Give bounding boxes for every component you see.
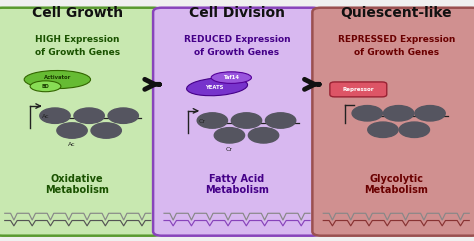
Text: YEATS: YEATS <box>206 86 224 90</box>
Ellipse shape <box>187 78 247 96</box>
Circle shape <box>248 128 279 143</box>
Text: Taf14: Taf14 <box>223 75 239 80</box>
FancyBboxPatch shape <box>330 82 387 97</box>
Circle shape <box>352 106 383 121</box>
Circle shape <box>265 113 296 128</box>
Text: of Growth Genes: of Growth Genes <box>194 48 280 57</box>
Circle shape <box>197 113 228 128</box>
FancyBboxPatch shape <box>312 8 474 236</box>
Text: Quiescent-like: Quiescent-like <box>340 6 452 20</box>
FancyBboxPatch shape <box>153 8 321 236</box>
Text: Activator: Activator <box>44 75 71 80</box>
Circle shape <box>383 106 414 121</box>
Text: Repressor: Repressor <box>343 87 374 92</box>
Circle shape <box>40 108 70 123</box>
Text: Glycolytic
Metabolism: Glycolytic Metabolism <box>365 174 428 195</box>
Circle shape <box>415 106 445 121</box>
Ellipse shape <box>24 70 91 88</box>
Text: Cr: Cr <box>226 147 233 152</box>
Text: REDUCED Expression: REDUCED Expression <box>184 35 290 44</box>
Text: REPRESSED Expression: REPRESSED Expression <box>337 35 455 44</box>
Circle shape <box>368 122 398 137</box>
Circle shape <box>91 123 121 138</box>
FancyBboxPatch shape <box>0 8 162 236</box>
Text: HIGH Expression: HIGH Expression <box>35 35 119 44</box>
Circle shape <box>74 108 104 123</box>
Circle shape <box>231 113 262 128</box>
Text: Cr: Cr <box>198 119 205 124</box>
Circle shape <box>399 122 429 137</box>
Text: Cell Growth: Cell Growth <box>32 6 123 20</box>
Text: of Growth Genes: of Growth Genes <box>35 48 120 57</box>
Circle shape <box>57 123 87 138</box>
Text: BD: BD <box>42 84 49 89</box>
Text: Ac: Ac <box>68 142 76 147</box>
Circle shape <box>108 108 138 123</box>
Text: Fatty Acid
Metabolism: Fatty Acid Metabolism <box>205 174 269 195</box>
Ellipse shape <box>30 81 61 92</box>
Circle shape <box>214 128 245 143</box>
Text: of Growth Genes: of Growth Genes <box>354 48 439 57</box>
Ellipse shape <box>211 72 251 83</box>
Text: Ac: Ac <box>42 114 50 120</box>
Text: Cell Division: Cell Division <box>189 6 285 20</box>
Text: Oxidative
Metabolism: Oxidative Metabolism <box>46 174 109 195</box>
